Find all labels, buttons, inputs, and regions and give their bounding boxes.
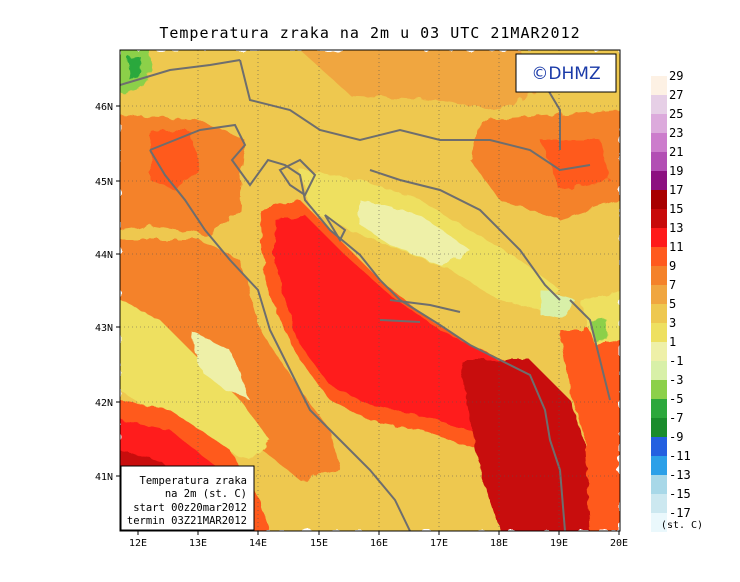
colorbar-swatch	[651, 418, 667, 437]
colorbar-label: -11	[669, 449, 691, 463]
colorbar-swatch	[651, 513, 667, 532]
colorbar-swatch	[651, 456, 667, 475]
y-tick-label: 46N	[95, 102, 113, 113]
x-tick-label: 15E	[310, 538, 328, 549]
colorbar-swatch	[651, 114, 667, 133]
y-tick-label: 41N	[95, 472, 113, 483]
colorbar-label: 19	[669, 164, 683, 178]
colorbar-label: 13	[669, 221, 683, 235]
x-tick-label: 18E	[490, 538, 508, 549]
x-tick-label: 12E	[129, 538, 147, 549]
colorbar-label: 27	[669, 88, 683, 102]
colorbar-label: 29	[669, 69, 683, 83]
colorbar-label: 7	[669, 278, 676, 292]
colorbar-swatch	[651, 209, 667, 228]
map-title: Temperatura zraka na 2m u 03 UTC 21MAR20…	[159, 24, 581, 42]
y-tick-label: 45N	[95, 177, 113, 188]
colorbar-swatch	[651, 475, 667, 494]
colorbar-label: 17	[669, 183, 683, 197]
colorbar-swatch	[651, 361, 667, 380]
colorbar-label: 11	[669, 240, 683, 254]
colorbar-unit: (st. C)	[661, 520, 703, 531]
y-tick-label: 44N	[95, 250, 113, 261]
colorbar-label: -13	[669, 468, 691, 482]
dhmz-logo-text: ©DHMZ	[531, 64, 600, 84]
colorbar-swatch	[651, 95, 667, 114]
colorbar-swatch	[651, 133, 667, 152]
colorbar-label: 9	[669, 259, 676, 273]
y-tick-label: 42N	[95, 398, 113, 409]
colorbar-swatch	[651, 152, 667, 171]
colorbar-label: -15	[669, 487, 691, 501]
colorbar-swatch	[651, 494, 667, 513]
colorbar-swatch	[651, 247, 667, 266]
colorbar-label: 5	[669, 297, 676, 311]
colorbar-label: -3	[669, 373, 683, 387]
x-axis: 12E 13E 14E 15E 16E 17E 18E 19E 20E	[129, 531, 628, 549]
colorbar-label: -5	[669, 392, 683, 406]
colorbar-label: 3	[669, 316, 676, 330]
colorbar-label: -9	[669, 430, 683, 444]
info-box: Temperatura zraka na 2m (st. C) start 00…	[120, 465, 255, 531]
plot-frame	[119, 49, 621, 532]
graticule	[120, 50, 620, 531]
info-line-start: start 00z20mar2012	[133, 502, 247, 514]
colorbar-swatch	[651, 323, 667, 342]
colorbar-label: 23	[669, 126, 683, 140]
dhmz-brand-box: ©DHMZ	[515, 53, 617, 93]
colorbar-swatch	[651, 76, 667, 95]
colorbar-label: -1	[669, 354, 683, 368]
colorbar-swatch	[651, 171, 667, 190]
colorbar-label: 15	[669, 202, 683, 216]
info-line-unit: na 2m (st. C)	[165, 488, 247, 500]
colorbar-swatch	[651, 304, 667, 323]
x-tick-label: 17E	[430, 538, 448, 549]
colorbar-swatch	[651, 437, 667, 456]
x-tick-label: 19E	[550, 538, 568, 549]
temperature-field	[120, 50, 620, 531]
colorbar-swatch	[651, 228, 667, 247]
colorbar-label: 1	[669, 335, 676, 349]
info-line-variable: Temperatura zraka	[140, 475, 247, 487]
x-tick-label: 14E	[249, 538, 267, 549]
y-tick-label: 43N	[95, 323, 113, 334]
colorbar-label: -17	[669, 506, 691, 520]
colorbar: 29 27 25 23 21 19 17 15 13 11 9 7 5 3 1 -1 -3 -5 -7 -9 -11 -1…	[651, 69, 691, 532]
colorbar-swatch	[651, 380, 667, 399]
y-axis: 46N 45N 44N 43N 42N 41N	[95, 102, 120, 483]
x-tick-label: 13E	[189, 538, 207, 549]
colorbar-label: 25	[669, 107, 683, 121]
colorbar-swatch	[651, 342, 667, 361]
colorbar-label: -7	[669, 411, 683, 425]
colorbar-label: 21	[669, 145, 683, 159]
x-tick-label: 20E	[610, 538, 628, 549]
info-line-termin: termin 03Z21MAR2012	[127, 515, 247, 527]
colorbar-swatch	[651, 399, 667, 418]
x-tick-label: 16E	[370, 538, 388, 549]
colorbar-swatch	[651, 190, 667, 209]
colorbar-swatch	[651, 285, 667, 304]
colorbar-swatch	[651, 266, 667, 285]
